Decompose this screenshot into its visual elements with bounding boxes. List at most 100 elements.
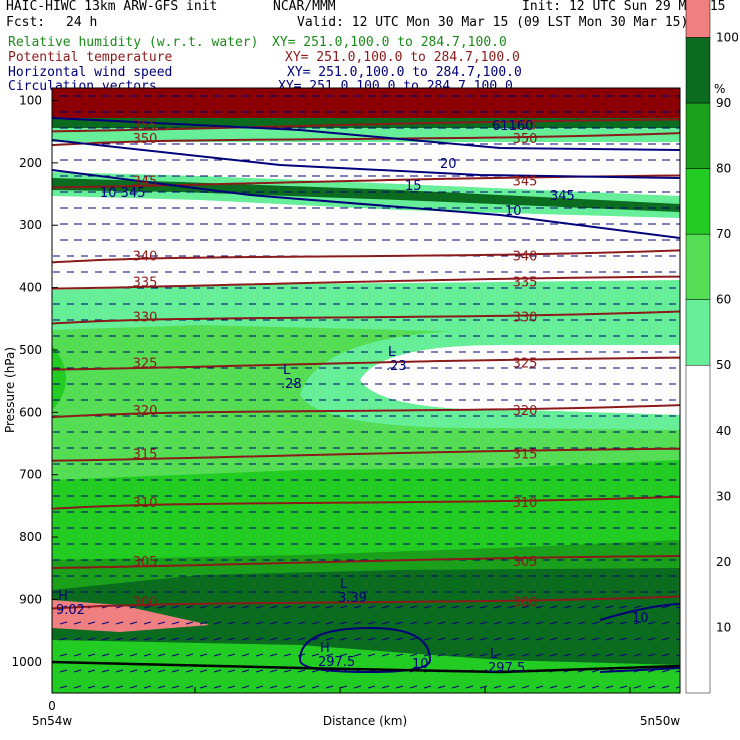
vector-1591 xyxy=(283,653,292,657)
vector-1504 xyxy=(325,621,334,625)
plot-area: 300 300 305 305 310 310 315 315 320 320 325 325 330 3… xyxy=(52,88,680,693)
vector-1704 xyxy=(605,685,614,689)
theta-label-305-0: 305 xyxy=(133,555,158,570)
wind-contour-10-low xyxy=(298,626,432,674)
vector-1453 xyxy=(241,605,250,609)
vector-1612 xyxy=(577,653,586,657)
contour-labels: 300 300 305 305 310 310 315 315 320 320 325 325 330 3… xyxy=(56,118,649,676)
wind-contour-20 xyxy=(52,117,680,151)
vector-1670 xyxy=(129,685,138,689)
vector-1623 xyxy=(101,669,110,673)
vector-1511 xyxy=(423,621,432,625)
vector-1616 xyxy=(633,653,642,657)
annotation-value-5: 297.5 xyxy=(318,655,355,670)
vector-1496 xyxy=(213,621,222,625)
vector-1506 xyxy=(353,621,362,625)
vector-1583 xyxy=(171,653,180,657)
vector-1607 xyxy=(507,653,516,657)
legend-wind-name: Horizontal wind speed xyxy=(8,65,173,80)
vector-1687 xyxy=(367,685,376,689)
y-tick-label-600: 600 xyxy=(19,405,42,419)
vector-1526 xyxy=(633,621,642,625)
vector-1559 xyxy=(465,637,474,641)
fcst-value: 24 h xyxy=(66,15,98,30)
vector-1472 xyxy=(507,605,516,609)
vector-1480 xyxy=(619,605,628,609)
vector-1621 xyxy=(73,669,82,673)
vector-1637 xyxy=(297,669,306,673)
vector-1476 xyxy=(563,605,572,609)
colorbar-bin-80 xyxy=(685,102,711,169)
vector-1684 xyxy=(325,685,334,689)
vector-1534 xyxy=(115,637,124,641)
vector-1498 xyxy=(241,621,250,625)
vector-1629 xyxy=(185,669,194,673)
annotation-value-0: 9.02 xyxy=(56,603,85,618)
y-tick-label-700: 700 xyxy=(19,468,42,482)
vector-1455 xyxy=(269,605,278,609)
theta-label-330-0: 330 xyxy=(133,311,158,326)
annotation-3: L xyxy=(388,345,396,360)
vector-1493 xyxy=(171,621,180,625)
vector-1491 xyxy=(143,621,152,625)
theta-contour-355 xyxy=(52,118,680,133)
vector-1450 xyxy=(199,605,208,609)
vector-1527 xyxy=(647,621,656,625)
x-left-label: 5n54w xyxy=(32,714,73,728)
vector-1508 xyxy=(381,621,390,625)
vector-1473 xyxy=(521,605,530,609)
vector-1605 xyxy=(479,653,488,657)
vector-1627 xyxy=(157,669,166,673)
theta-label-305-1: 305 xyxy=(513,555,538,570)
vector-1708 xyxy=(661,685,670,689)
annotation-5: H xyxy=(320,641,330,656)
colorbar-unit: % xyxy=(714,82,725,96)
vector-1576 xyxy=(73,653,82,657)
vector-1673 xyxy=(171,685,180,689)
colorbar-level-70: 70 xyxy=(716,227,731,241)
theta-label-355-0: 355 xyxy=(133,118,158,133)
vector-1694 xyxy=(465,685,474,689)
vector-1449 xyxy=(185,605,194,609)
vector-1603 xyxy=(451,653,460,657)
vector-1509 xyxy=(395,621,404,625)
vector-1588 xyxy=(241,653,250,657)
colorbar-bin-100 xyxy=(685,0,711,38)
vector-1590 xyxy=(269,653,278,657)
y-tick-label-800: 800 xyxy=(19,530,42,544)
theta-label-350-0: 350 xyxy=(133,132,158,147)
annotation-11: 345 xyxy=(550,189,575,204)
vector-1445 xyxy=(129,605,138,609)
vector-1474 xyxy=(535,605,544,609)
theta-label-345-1: 345 xyxy=(513,175,538,190)
vector-1503 xyxy=(311,621,320,625)
vector-1683 xyxy=(311,685,320,689)
vector-1707 xyxy=(647,685,656,689)
vector-1565 xyxy=(549,637,558,641)
vector-1470 xyxy=(479,605,488,609)
colorbar-bin-below-50 xyxy=(685,364,711,694)
vector-1507 xyxy=(367,621,376,625)
rh-band-white-pocket xyxy=(360,345,680,415)
rh-band-top-green xyxy=(52,118,680,128)
vector-1521 xyxy=(563,621,572,625)
vector-1452 xyxy=(227,605,236,609)
vector-1489 xyxy=(115,621,124,625)
vector-1674 xyxy=(185,685,194,689)
vector-1633 xyxy=(241,669,250,673)
colorbar-level-100: 100 xyxy=(716,30,739,44)
vector-1599 xyxy=(395,653,404,657)
vector-1495 xyxy=(199,621,208,625)
vector-1682 xyxy=(297,685,306,689)
vector-1541 xyxy=(213,637,222,641)
vector-1606 xyxy=(493,653,502,657)
vector-1570 xyxy=(619,637,628,641)
legend-wind-xy: XY= 251.0,100.0 to 284.7,100.0 xyxy=(287,65,522,80)
vector-1628 xyxy=(171,669,180,673)
vector-1456 xyxy=(283,605,292,609)
vector-1597 xyxy=(367,653,376,657)
theta-contour-335 xyxy=(52,275,680,290)
vector-1515 xyxy=(479,621,488,625)
legend-rh-xy: XY= 251.0,100.0 to 284.7,100.0 xyxy=(272,35,507,50)
